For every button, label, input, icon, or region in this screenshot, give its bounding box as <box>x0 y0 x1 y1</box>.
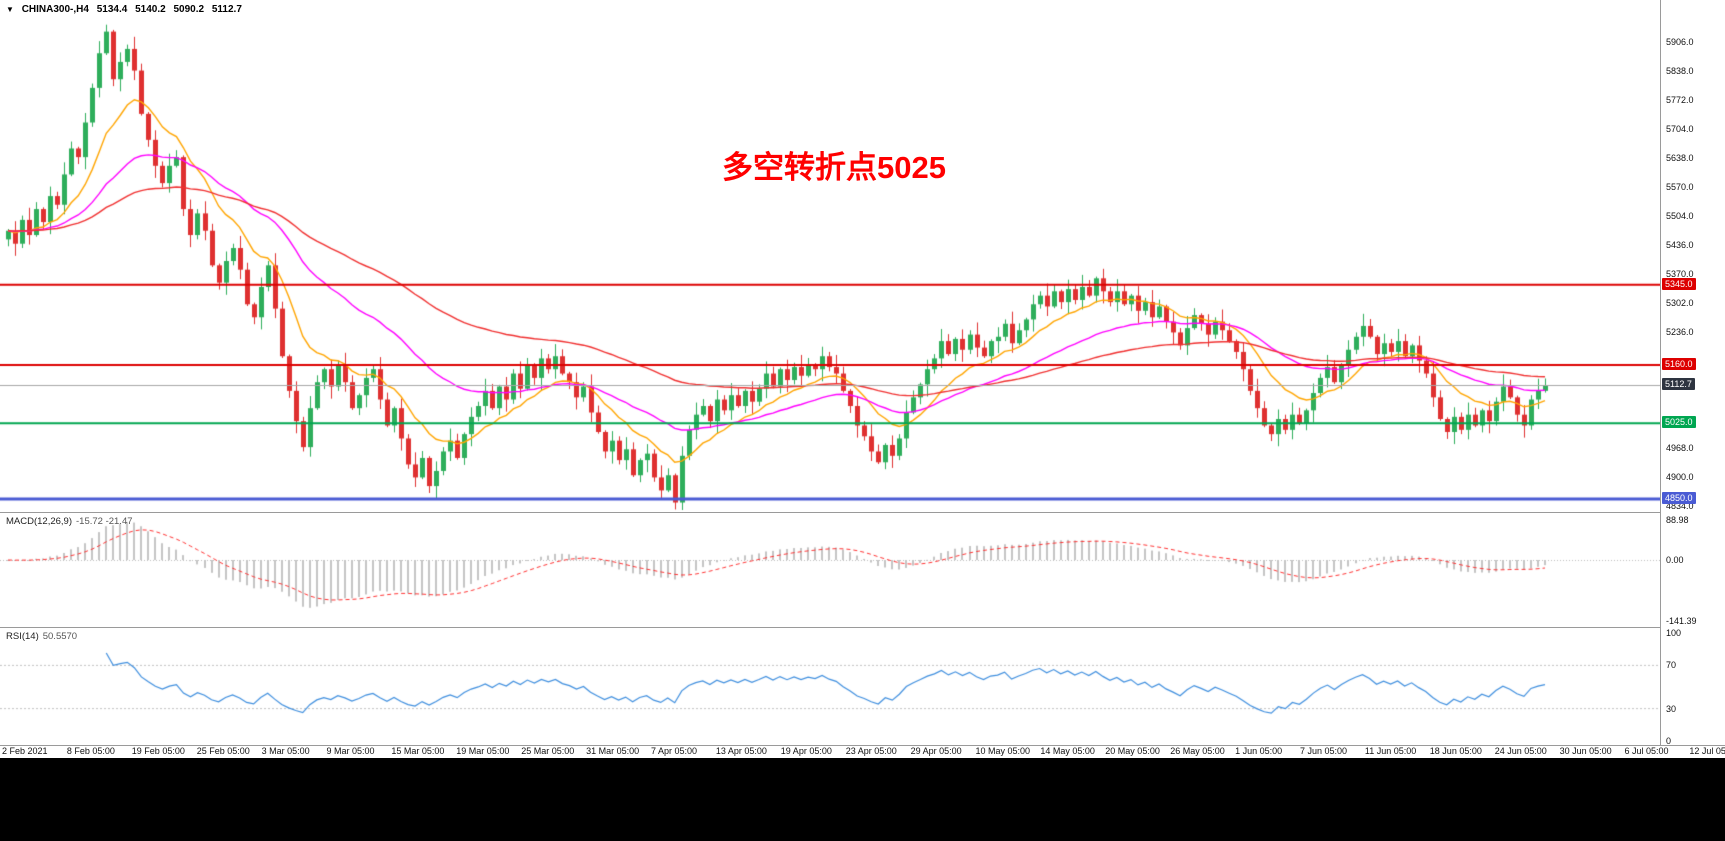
price-axis-label: 5772.0 <box>1666 95 1694 105</box>
price-axis-label: 5302.0 <box>1666 298 1694 309</box>
time-label: 1 Jun 05:00 <box>1235 746 1283 756</box>
time-label: 19 Apr 05:00 <box>780 746 832 756</box>
time-label: 2 Feb 2021 <box>2 746 48 756</box>
level-price-badge: 4850.0 <box>1662 492 1696 505</box>
time-label: 8 Feb 05:00 <box>66 746 115 756</box>
rsi-axis-label: 0 <box>1666 736 1672 746</box>
price-axis-label: 5370.0 <box>1666 269 1694 279</box>
rsi-title: RSI(14) <box>6 631 39 642</box>
macd-title: MACD(12,26,9) <box>6 516 72 527</box>
macd-axis-label: -141.39 <box>1666 616 1697 626</box>
macd-values: -15.72 -21.47 <box>76 516 133 527</box>
time-label: 26 May 05:00 <box>1170 746 1225 756</box>
rsi-axis-label: 100 <box>1666 628 1682 638</box>
price-axis-label: 4968.0 <box>1666 443 1694 453</box>
rsi-axis-label: 70 <box>1666 660 1677 671</box>
time-label: 25 Feb 05:00 <box>196 746 250 756</box>
collapse-icon[interactable]: ▼ <box>6 5 14 14</box>
macd-panel-separator[interactable] <box>0 512 1725 513</box>
rsi-value: 50.5570 <box>42 631 78 642</box>
main-chart-canvas[interactable] <box>0 0 1660 756</box>
time-label: 9 Mar 05:00 <box>326 746 375 756</box>
time-label: 10 May 05:00 <box>975 746 1031 756</box>
price-axis-label: 5504.0 <box>1666 211 1694 221</box>
macd-axis-label: 0.00 <box>1666 555 1684 565</box>
current-price-badge: 5112.7 <box>1662 378 1695 391</box>
time-label: 25 Mar 05:00 <box>521 746 575 756</box>
price-axis-label: 5906.0 <box>1666 37 1694 47</box>
rsi-panel-separator[interactable] <box>0 627 1725 628</box>
time-label: 20 May 05:00 <box>1105 746 1160 756</box>
price-axis-label: 4900.0 <box>1666 472 1694 483</box>
time-axis-separator <box>0 745 1725 746</box>
time-label: 6 Jul 05:00 <box>1624 746 1669 756</box>
time-label: 7 Jun 05:00 <box>1300 746 1348 756</box>
macd-indicator-label: MACD(12,26,9) -15.72 -21.47 <box>6 516 133 527</box>
time-label: 11 Jun 05:00 <box>1364 746 1417 756</box>
symbol-ohlc-header: ▼ CHINA300-,H4 5134.4 5140.2 5090.2 5112… <box>6 4 247 15</box>
time-label: 13 Apr 05:00 <box>715 746 767 756</box>
time-label: 18 Jun 05:00 <box>1429 746 1482 756</box>
level-price-badge: 5160.0 <box>1662 357 1696 370</box>
time-label: 31 Mar 05:00 <box>586 746 640 756</box>
level-price-badge: 5345.0 <box>1662 277 1696 290</box>
time-label: 29 Apr 05:00 <box>910 746 962 756</box>
time-label: 19 Mar 05:00 <box>456 746 510 756</box>
macd-axis-label: 88.98 <box>1666 515 1689 525</box>
price-axis-label: 5236.0 <box>1666 327 1694 337</box>
time-label: 3 Mar 05:00 <box>261 746 310 756</box>
low-value: 5090.2 <box>173 4 205 15</box>
price-axis-label: 5570.0 <box>1666 182 1694 193</box>
high-value: 5140.2 <box>135 4 166 15</box>
symbol-label: CHINA300-,H4 <box>21 4 89 15</box>
price-axis-label: 5436.0 <box>1666 240 1694 251</box>
rsi-axis-label: 30 <box>1666 703 1677 714</box>
price-axis-label: 5704.0 <box>1666 124 1694 135</box>
rsi-indicator-label: RSI(14) 50.5570 <box>6 631 77 642</box>
time-label: 12 Jul 05:00 <box>1689 746 1725 756</box>
time-label: 23 Apr 05:00 <box>845 746 897 756</box>
price-axis-label: 5638.0 <box>1666 153 1694 163</box>
time-label: 19 Feb 05:00 <box>131 746 185 756</box>
price-axis[interactable]: 5906.0 5838.0 5772.0 5704.0 5638.0 5570.0 5504… <box>1660 0 1725 745</box>
price-axis-label: 5838.0 <box>1666 66 1694 77</box>
bottom-bar <box>0 758 1725 841</box>
time-label: 30 Jun 05:00 <box>1559 746 1612 756</box>
time-label: 7 Apr 05:00 <box>651 746 698 756</box>
annotation-text: 多空转折点5025 <box>722 150 946 185</box>
price-axis-label: 4834.0 <box>1666 501 1694 511</box>
time-label: 14 May 05:00 <box>1040 746 1095 756</box>
level-price-badge: 5025.0 <box>1662 416 1696 429</box>
close-value: 5112.7 <box>211 4 242 15</box>
time-axis[interactable]: 2 Feb 2021 8 Feb 05:00 19 Feb 05:00 25 Feb … <box>0 746 1725 758</box>
open-value: 5134.4 <box>96 4 128 15</box>
time-label: 24 Jun 05:00 <box>1494 746 1547 756</box>
time-label: 15 Mar 05:00 <box>391 746 445 756</box>
